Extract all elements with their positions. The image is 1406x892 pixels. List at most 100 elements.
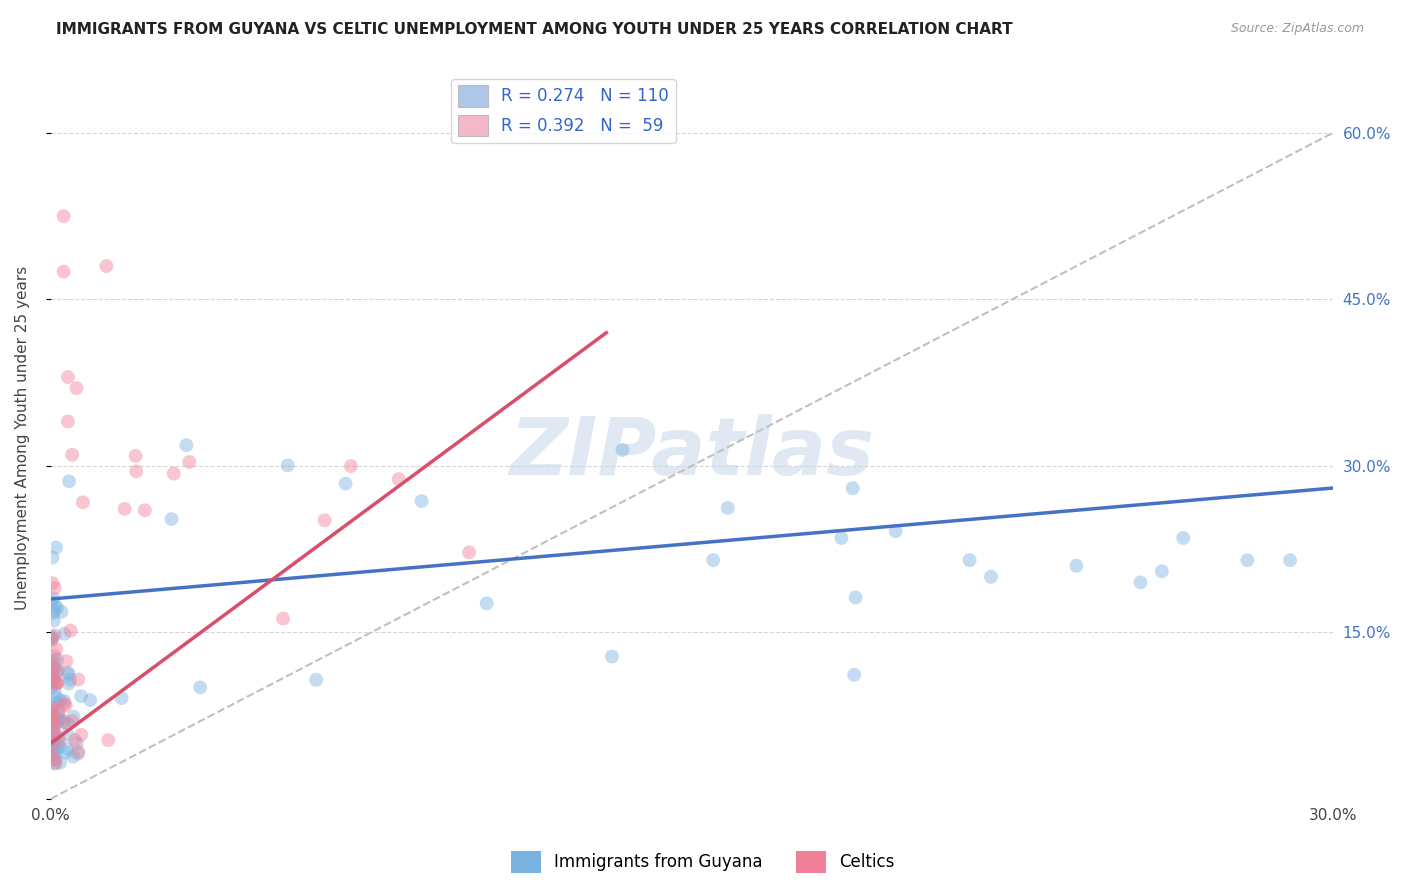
Point	[458, 545, 481, 559]
Point	[39, 632, 62, 646]
Point	[44, 753, 66, 767]
Point	[56, 728, 79, 742]
Point	[41, 675, 63, 690]
Point	[44, 599, 66, 613]
Point	[62, 749, 84, 764]
Point	[1066, 558, 1088, 573]
Point	[44, 735, 66, 749]
Point	[388, 472, 411, 486]
Point	[65, 381, 87, 395]
Point	[41, 722, 63, 736]
Point	[45, 735, 67, 749]
Point	[125, 464, 148, 478]
Point	[56, 742, 79, 756]
Point	[134, 503, 156, 517]
Point	[46, 731, 69, 745]
Point	[1129, 575, 1152, 590]
Point	[49, 693, 72, 707]
Point	[702, 553, 724, 567]
Point	[41, 550, 63, 565]
Point	[56, 370, 79, 384]
Point	[70, 689, 93, 703]
Point	[44, 661, 66, 675]
Point	[41, 710, 63, 724]
Point	[44, 756, 66, 771]
Point	[842, 667, 865, 681]
Point	[46, 664, 69, 678]
Point	[67, 745, 90, 759]
Point	[44, 747, 66, 762]
Point	[41, 737, 63, 751]
Point	[46, 665, 69, 679]
Point	[39, 734, 62, 748]
Point	[884, 524, 907, 539]
Point	[66, 747, 89, 761]
Point	[41, 720, 63, 734]
Point	[44, 581, 66, 595]
Point	[41, 700, 63, 714]
Point	[41, 576, 63, 591]
Point	[39, 731, 62, 745]
Point	[44, 708, 66, 723]
Point	[42, 607, 65, 621]
Text: ZIPatlas: ZIPatlas	[509, 414, 875, 491]
Point	[1279, 553, 1302, 567]
Point	[110, 691, 132, 706]
Point	[59, 673, 82, 687]
Point	[39, 681, 62, 695]
Point	[45, 711, 67, 725]
Point	[600, 649, 623, 664]
Point	[179, 455, 201, 469]
Point	[45, 690, 67, 705]
Point	[44, 752, 66, 766]
Point	[44, 673, 66, 687]
Point	[48, 704, 70, 718]
Point	[56, 665, 79, 680]
Point	[63, 733, 86, 747]
Point	[42, 697, 65, 711]
Point	[1150, 564, 1173, 578]
Point	[44, 628, 66, 642]
Point	[41, 629, 63, 643]
Point	[53, 694, 76, 708]
Point	[44, 604, 66, 618]
Point	[59, 624, 82, 638]
Point	[52, 715, 75, 730]
Point	[39, 746, 62, 760]
Point	[48, 739, 70, 754]
Point	[842, 481, 865, 495]
Point	[45, 642, 67, 657]
Point	[41, 744, 63, 758]
Point	[163, 467, 186, 481]
Point	[79, 693, 101, 707]
Point	[44, 661, 66, 675]
Point	[271, 611, 294, 625]
Point	[845, 591, 868, 605]
Legend: Immigrants from Guyana, Celtics: Immigrants from Guyana, Celtics	[505, 845, 901, 880]
Point	[42, 733, 65, 747]
Point	[612, 442, 634, 457]
Point	[160, 512, 183, 526]
Point	[97, 733, 120, 747]
Point	[41, 736, 63, 750]
Point	[58, 475, 80, 489]
Point	[46, 706, 69, 721]
Point	[39, 673, 62, 687]
Point	[188, 681, 211, 695]
Point	[42, 724, 65, 739]
Point	[44, 743, 66, 757]
Point	[39, 703, 62, 717]
Point	[42, 654, 65, 668]
Point	[62, 714, 84, 728]
Point	[41, 594, 63, 608]
Point	[475, 596, 498, 610]
Point	[42, 614, 65, 628]
Point	[717, 500, 740, 515]
Point	[55, 654, 77, 668]
Point	[53, 626, 76, 640]
Point	[44, 724, 66, 739]
Point	[42, 725, 65, 739]
Point	[41, 667, 63, 681]
Point	[41, 671, 63, 685]
Point	[114, 501, 136, 516]
